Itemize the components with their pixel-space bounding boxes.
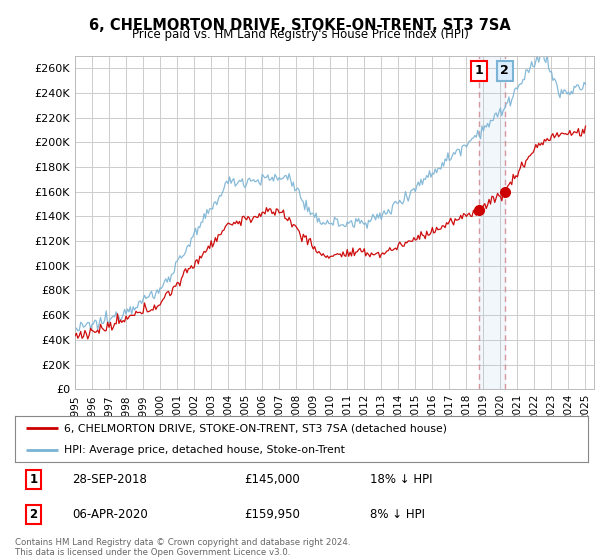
Text: Contains HM Land Registry data © Crown copyright and database right 2024.
This d: Contains HM Land Registry data © Crown c… bbox=[15, 538, 350, 557]
Text: HPI: Average price, detached house, Stoke-on-Trent: HPI: Average price, detached house, Stok… bbox=[64, 445, 344, 455]
Text: 1: 1 bbox=[29, 473, 37, 486]
Text: 2: 2 bbox=[500, 64, 509, 77]
Text: 2: 2 bbox=[29, 508, 37, 521]
Text: 6, CHELMORTON DRIVE, STOKE-ON-TRENT, ST3 7SA (detached house): 6, CHELMORTON DRIVE, STOKE-ON-TRENT, ST3… bbox=[64, 423, 447, 433]
Text: Price paid vs. HM Land Registry's House Price Index (HPI): Price paid vs. HM Land Registry's House … bbox=[131, 28, 469, 41]
Text: 18% ↓ HPI: 18% ↓ HPI bbox=[370, 473, 433, 486]
Text: 1: 1 bbox=[475, 64, 483, 77]
Text: 28-SEP-2018: 28-SEP-2018 bbox=[73, 473, 147, 486]
Text: £145,000: £145,000 bbox=[244, 473, 300, 486]
Text: 6, CHELMORTON DRIVE, STOKE-ON-TRENT, ST3 7SA: 6, CHELMORTON DRIVE, STOKE-ON-TRENT, ST3… bbox=[89, 18, 511, 33]
Bar bbox=[479, 56, 505, 389]
Text: 06-APR-2020: 06-APR-2020 bbox=[73, 508, 148, 521]
Text: £159,950: £159,950 bbox=[244, 508, 300, 521]
Text: 8% ↓ HPI: 8% ↓ HPI bbox=[370, 508, 425, 521]
